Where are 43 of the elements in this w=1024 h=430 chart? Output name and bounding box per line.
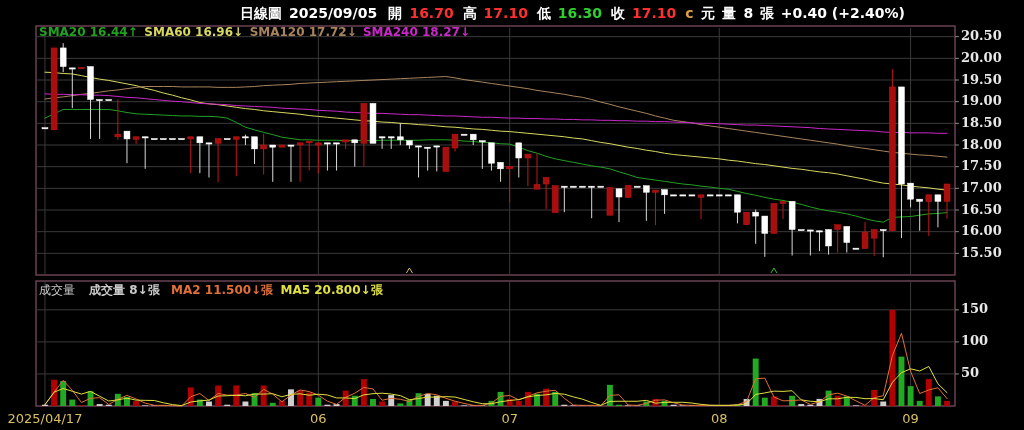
text: +0.40 (+2.40%) bbox=[780, 5, 905, 21]
text: 高 bbox=[462, 5, 477, 21]
chart-title: 成交量 bbox=[39, 282, 75, 297]
text: SMA240 18.27↓ bbox=[362, 24, 470, 39]
text: SMA120 17.72↓ bbox=[249, 24, 357, 39]
y-tick-label: 15.50 bbox=[961, 244, 1002, 260]
x-tick-label: 2025/04/17 bbox=[7, 410, 83, 426]
text: 16.30 bbox=[557, 5, 603, 21]
y-tick-label: 50 bbox=[961, 365, 980, 381]
text: 8 bbox=[743, 5, 754, 21]
x-tick-label: 07 bbox=[501, 410, 518, 426]
text: 17.10 bbox=[483, 5, 529, 21]
text: MA2 11.500↓張 bbox=[171, 282, 275, 297]
x-tick-label: 09 bbox=[902, 410, 919, 426]
y-tick-label: 150 bbox=[961, 301, 989, 317]
y-tick-label: 17.00 bbox=[961, 179, 1002, 195]
y-tick-label: 16.50 bbox=[961, 201, 1002, 217]
y-tick-label: 100 bbox=[961, 333, 989, 349]
chart-title: 日線圖 bbox=[240, 5, 282, 21]
x-tick-label: 08 bbox=[710, 410, 728, 426]
x-tick-label: 06 bbox=[310, 410, 327, 426]
y-tick-label: 20.00 bbox=[961, 49, 1002, 65]
annotation: 成交量 8↓張 bbox=[88, 282, 161, 297]
text: MA5 20.800↓張 bbox=[280, 282, 384, 297]
text: 低 bbox=[535, 5, 551, 21]
text: 開 bbox=[388, 5, 403, 21]
text: 16.70 bbox=[409, 5, 454, 21]
y-tick-label: 20.50 bbox=[961, 28, 1002, 44]
chart-subtitle: 2025/09/05 bbox=[289, 5, 378, 21]
text: c bbox=[685, 5, 694, 21]
y-tick-label: 18.50 bbox=[961, 114, 1002, 130]
y-tick-label: 16.00 bbox=[961, 223, 1002, 239]
text: 17.10 bbox=[632, 5, 677, 21]
y-tick-label: 18.00 bbox=[961, 136, 1002, 152]
text: SMA60 16.96↓ bbox=[144, 24, 244, 39]
text: SMA20 16.44↑ bbox=[39, 24, 138, 39]
text: 張 bbox=[759, 5, 775, 21]
y-tick-label: 17.50 bbox=[961, 158, 1002, 174]
text: 收 bbox=[611, 5, 626, 21]
y-tick-label: 19.00 bbox=[961, 93, 1002, 109]
text: 元 bbox=[700, 5, 716, 21]
y-tick-label: 19.50 bbox=[961, 71, 1002, 87]
text: 量 bbox=[721, 5, 737, 21]
